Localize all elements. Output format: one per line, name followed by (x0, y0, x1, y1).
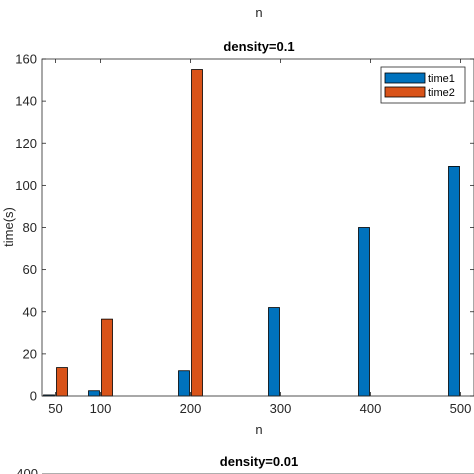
x-tick-label: 300 (270, 401, 292, 416)
bar-time1-200 (178, 370, 190, 397)
y-tick-label: 100 (15, 178, 37, 193)
x-tick-label: 200 (180, 401, 202, 416)
y-tick-label: 160 (15, 52, 37, 67)
bar-time2-200 (191, 69, 203, 397)
y-tick-label: 40 (23, 304, 37, 319)
x-axis-label: n (255, 422, 262, 437)
y-tick-label: 120 (15, 136, 37, 151)
y-tick-label: 80 (23, 220, 37, 235)
top-axis-label: n (255, 5, 262, 20)
bar-time1-100 (88, 390, 100, 397)
x-tick-label: 100 (90, 401, 112, 416)
chart-density-0-1: density=0.1 50 100 200 300 400 500 0 20 40 60 80 1… (1, 39, 474, 437)
y-ticks: 0 20 40 60 80 100 120 140 160 (15, 52, 474, 404)
y-tick-label-2: 400 (16, 466, 38, 474)
bar-time2-100 (101, 318, 113, 397)
chart-density-0-01: density=0.01 400 (16, 454, 474, 474)
bar-time2-50 (56, 367, 68, 397)
x-ticks: 50 100 200 300 400 500 (48, 59, 471, 416)
chart-title-2: density=0.01 (220, 454, 298, 469)
y-tick-label: 60 (23, 262, 37, 277)
bar-time1-400 (358, 227, 370, 397)
legend-label-time2: time2 (428, 87, 455, 99)
legend-swatch-time2 (384, 86, 426, 98)
bar-time1-300 (268, 307, 280, 397)
legend: time1 time2 (380, 66, 466, 104)
legend-label-time1: time1 (428, 73, 455, 85)
legend-swatch-time1 (384, 72, 426, 84)
y-tick-label: 0 (30, 389, 37, 404)
chart-title: density=0.1 (223, 39, 294, 54)
y-tick-label: 140 (15, 94, 37, 109)
x-tick-label: 400 (360, 401, 382, 416)
y-tick-label: 20 (23, 346, 37, 361)
x-tick-label: 50 (48, 401, 62, 416)
y-axis-label: time(s) (1, 207, 16, 247)
plot-area (42, 59, 474, 396)
plot-frame (41, 58, 474, 397)
bar-time1-500 (448, 166, 460, 397)
x-tick-label: 500 (450, 401, 472, 416)
